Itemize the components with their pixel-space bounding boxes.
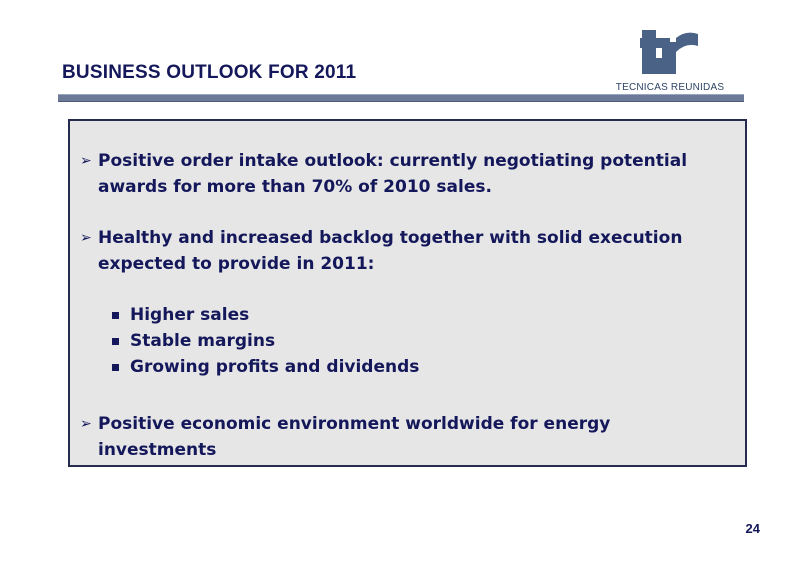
content-panel: ➢ Positive order intake outlook: current…	[68, 119, 747, 467]
sub-bullet-item: Growing profits and dividends	[112, 354, 672, 380]
sub-bullet-text: Stable margins	[130, 331, 276, 351]
bullet-item: ➢ Positive economic environment worldwid…	[80, 411, 730, 463]
sub-bullet-item: Stable margins	[112, 328, 672, 354]
bullet-text: Healthy and increased backlog together w…	[98, 228, 683, 274]
square-bullet-icon	[112, 312, 119, 319]
arrow-bullet-icon: ➢	[80, 153, 92, 169]
sub-bullet-item: Higher sales	[112, 302, 672, 328]
page-title: BUSINESS OUTLOOK FOR 2011	[62, 62, 357, 83]
tr-logo-icon	[640, 30, 698, 74]
square-bullet-icon	[112, 338, 119, 345]
arrow-bullet-icon: ➢	[80, 416, 92, 432]
bullet-text: Positive economic environment worldwide …	[98, 414, 611, 460]
page-number: 24	[745, 521, 760, 536]
bullet-text: Positive order intake outlook: currently…	[98, 151, 688, 197]
title-divider-bar	[58, 94, 744, 102]
bullet-item: ➢ Healthy and increased backlog together…	[80, 225, 730, 277]
bullet-item: ➢ Positive order intake outlook: current…	[80, 148, 730, 200]
sub-bullet-text: Growing profits and dividends	[130, 357, 420, 377]
sub-bullet-list: Higher sales Stable margins Growing prof…	[112, 302, 672, 380]
company-logo: TECNICAS REUNIDAS	[608, 28, 732, 98]
arrow-bullet-icon: ➢	[80, 230, 92, 246]
sub-bullet-text: Higher sales	[130, 305, 250, 325]
square-bullet-icon	[112, 364, 119, 371]
logo-wordmark: TECNICAS REUNIDAS	[615, 82, 725, 93]
